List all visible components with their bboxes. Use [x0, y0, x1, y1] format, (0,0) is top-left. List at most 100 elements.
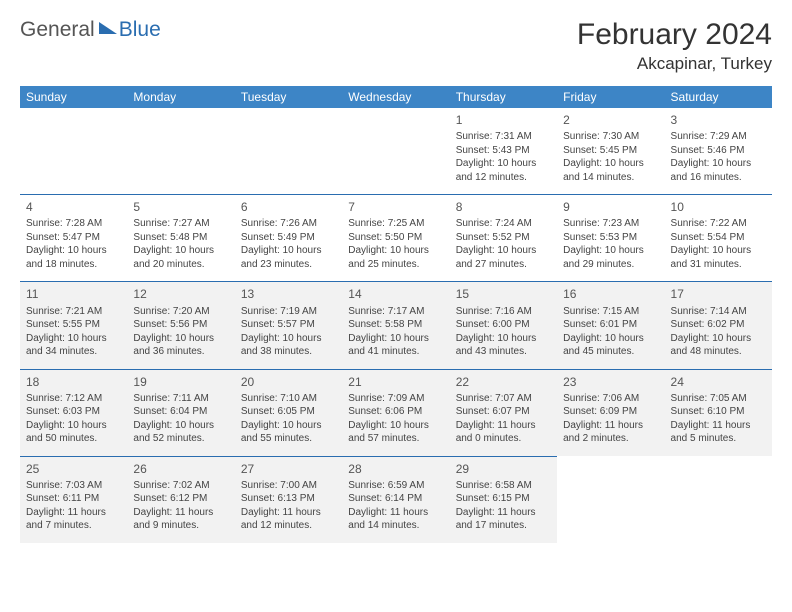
daylight-text: Daylight: 11 hours: [133, 506, 228, 520]
day-number: 26: [133, 461, 228, 477]
sunrise-text: Sunrise: 7:29 AM: [671, 130, 766, 144]
sunset-text: Sunset: 6:14 PM: [348, 492, 443, 506]
calendar-week: 18Sunrise: 7:12 AMSunset: 6:03 PMDayligh…: [20, 369, 772, 456]
day-number: 11: [26, 286, 121, 302]
calendar-table: Sunday Monday Tuesday Wednesday Thursday…: [20, 86, 772, 543]
daylight-text: Daylight: 10 hours: [456, 157, 551, 171]
calendar-cell: [342, 108, 449, 195]
day-number: 3: [671, 112, 766, 128]
calendar-cell: 17Sunrise: 7:14 AMSunset: 6:02 PMDayligh…: [665, 282, 772, 369]
daylight-text: Daylight: 10 hours: [26, 332, 121, 346]
daylight-text: and 14 minutes.: [563, 171, 658, 185]
calendar-cell: 18Sunrise: 7:12 AMSunset: 6:03 PMDayligh…: [20, 369, 127, 456]
daylight-text: Daylight: 10 hours: [456, 332, 551, 346]
day-number: 25: [26, 461, 121, 477]
day-header: Saturday: [665, 86, 772, 108]
logo-text-blue: Blue: [119, 18, 161, 42]
sunrise-text: Sunrise: 7:22 AM: [671, 217, 766, 231]
day-number: 21: [348, 374, 443, 390]
daylight-text: and 52 minutes.: [133, 432, 228, 446]
day-number: 27: [241, 461, 336, 477]
calendar-cell: 26Sunrise: 7:02 AMSunset: 6:12 PMDayligh…: [127, 456, 234, 543]
daylight-text: and 25 minutes.: [348, 258, 443, 272]
sunset-text: Sunset: 5:54 PM: [671, 231, 766, 245]
sunrise-text: Sunrise: 7:25 AM: [348, 217, 443, 231]
sunrise-text: Sunrise: 7:12 AM: [26, 392, 121, 406]
sunrise-text: Sunrise: 7:02 AM: [133, 479, 228, 493]
sunset-text: Sunset: 6:05 PM: [241, 405, 336, 419]
daylight-text: and 2 minutes.: [563, 432, 658, 446]
daylight-text: Daylight: 10 hours: [133, 244, 228, 258]
sunset-text: Sunset: 6:06 PM: [348, 405, 443, 419]
sunrise-text: Sunrise: 7:27 AM: [133, 217, 228, 231]
sunrise-text: Sunrise: 7:14 AM: [671, 305, 766, 319]
daylight-text: and 38 minutes.: [241, 345, 336, 359]
daylight-text: and 5 minutes.: [671, 432, 766, 446]
day-number: 5: [133, 199, 228, 215]
sunrise-text: Sunrise: 7:24 AM: [456, 217, 551, 231]
sunset-text: Sunset: 5:47 PM: [26, 231, 121, 245]
sunrise-text: Sunrise: 7:31 AM: [456, 130, 551, 144]
sunset-text: Sunset: 6:09 PM: [563, 405, 658, 419]
daylight-text: Daylight: 10 hours: [133, 332, 228, 346]
day-number: 22: [456, 374, 551, 390]
daylight-text: Daylight: 11 hours: [26, 506, 121, 520]
daylight-text: and 48 minutes.: [671, 345, 766, 359]
sunrise-text: Sunrise: 7:23 AM: [563, 217, 658, 231]
calendar-cell: 9Sunrise: 7:23 AMSunset: 5:53 PMDaylight…: [557, 195, 664, 282]
sunset-text: Sunset: 5:48 PM: [133, 231, 228, 245]
sunset-text: Sunset: 5:45 PM: [563, 144, 658, 158]
daylight-text: and 57 minutes.: [348, 432, 443, 446]
sunrise-text: Sunrise: 7:20 AM: [133, 305, 228, 319]
daylight-text: Daylight: 10 hours: [241, 419, 336, 433]
title-block: February 2024 Akcapinar, Turkey: [577, 18, 772, 74]
daylight-text: Daylight: 10 hours: [563, 244, 658, 258]
daylight-text: Daylight: 11 hours: [456, 506, 551, 520]
sunset-text: Sunset: 6:15 PM: [456, 492, 551, 506]
sunrise-text: Sunrise: 7:16 AM: [456, 305, 551, 319]
day-header: Tuesday: [235, 86, 342, 108]
daylight-text: Daylight: 10 hours: [563, 332, 658, 346]
daylight-text: and 29 minutes.: [563, 258, 658, 272]
daylight-text: and 31 minutes.: [671, 258, 766, 272]
daylight-text: Daylight: 11 hours: [348, 506, 443, 520]
daylight-text: Daylight: 10 hours: [26, 419, 121, 433]
day-number: 14: [348, 286, 443, 302]
sunrise-text: Sunrise: 7:19 AM: [241, 305, 336, 319]
calendar-cell: 14Sunrise: 7:17 AMSunset: 5:58 PMDayligh…: [342, 282, 449, 369]
sunrise-text: Sunrise: 7:06 AM: [563, 392, 658, 406]
calendar-cell: 23Sunrise: 7:06 AMSunset: 6:09 PMDayligh…: [557, 369, 664, 456]
sunset-text: Sunset: 6:07 PM: [456, 405, 551, 419]
sunset-text: Sunset: 5:56 PM: [133, 318, 228, 332]
sunset-text: Sunset: 5:43 PM: [456, 144, 551, 158]
daylight-text: Daylight: 11 hours: [241, 506, 336, 520]
daylight-text: Daylight: 10 hours: [241, 244, 336, 258]
day-number: 16: [563, 286, 658, 302]
sunset-text: Sunset: 6:00 PM: [456, 318, 551, 332]
calendar-cell: [235, 108, 342, 195]
calendar-week: 11Sunrise: 7:21 AMSunset: 5:55 PMDayligh…: [20, 282, 772, 369]
sunrise-text: Sunrise: 6:58 AM: [456, 479, 551, 493]
day-header: Monday: [127, 86, 234, 108]
sunrise-text: Sunrise: 7:30 AM: [563, 130, 658, 144]
daylight-text: and 17 minutes.: [456, 519, 551, 533]
daylight-text: Daylight: 11 hours: [456, 419, 551, 433]
location: Akcapinar, Turkey: [577, 54, 772, 74]
daylight-text: Daylight: 10 hours: [348, 244, 443, 258]
calendar-week: 4Sunrise: 7:28 AMSunset: 5:47 PMDaylight…: [20, 195, 772, 282]
sunrise-text: Sunrise: 7:10 AM: [241, 392, 336, 406]
sunset-text: Sunset: 5:53 PM: [563, 231, 658, 245]
sunrise-text: Sunrise: 7:11 AM: [133, 392, 228, 406]
sunrise-text: Sunrise: 7:05 AM: [671, 392, 766, 406]
daylight-text: and 7 minutes.: [26, 519, 121, 533]
day-number: 15: [456, 286, 551, 302]
calendar-cell: 24Sunrise: 7:05 AMSunset: 6:10 PMDayligh…: [665, 369, 772, 456]
day-number: 18: [26, 374, 121, 390]
day-number: 1: [456, 112, 551, 128]
day-number: 17: [671, 286, 766, 302]
daylight-text: Daylight: 10 hours: [241, 332, 336, 346]
calendar-cell: 19Sunrise: 7:11 AMSunset: 6:04 PMDayligh…: [127, 369, 234, 456]
daylight-text: and 23 minutes.: [241, 258, 336, 272]
daylight-text: and 12 minutes.: [241, 519, 336, 533]
sunrise-text: Sunrise: 7:26 AM: [241, 217, 336, 231]
